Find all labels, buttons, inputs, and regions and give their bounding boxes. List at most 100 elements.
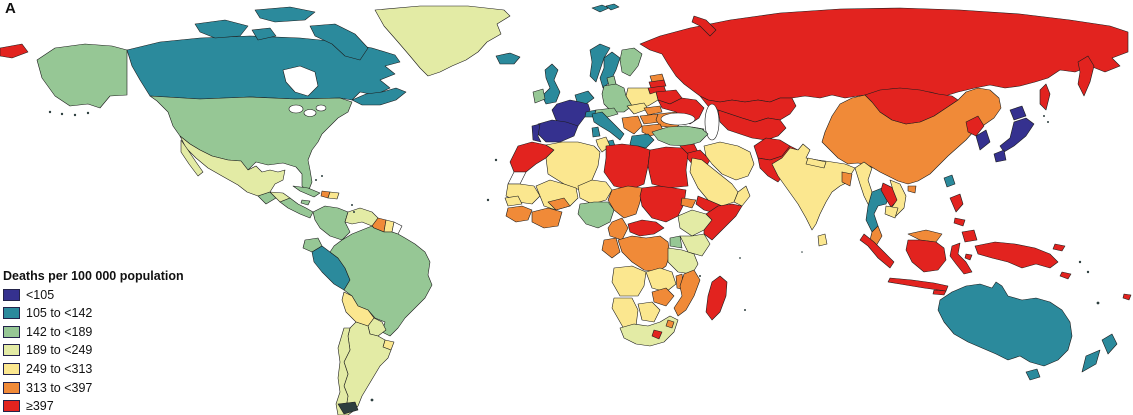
region-iran xyxy=(703,141,755,181)
region-france xyxy=(551,99,591,129)
region-sulawesi xyxy=(949,242,973,275)
region-congo-gabon xyxy=(601,237,621,259)
region-tasmania xyxy=(1025,368,1041,381)
region-zimbabwe xyxy=(651,287,675,307)
region-japan-hokkaido xyxy=(1009,105,1027,121)
caspian-sea xyxy=(704,103,720,141)
legend-row: 249 to <313 xyxy=(3,362,184,376)
legend-swatch-249-313 xyxy=(3,362,20,375)
region-eswatini xyxy=(665,319,675,329)
region-balkans xyxy=(621,115,643,135)
region-new-zealand-south xyxy=(1081,349,1101,373)
region-lesotho xyxy=(651,329,663,340)
region-malaysia-borneo xyxy=(907,229,943,243)
legend-swatch-142-189 xyxy=(3,325,20,338)
region-canada-arctic-3 xyxy=(251,27,277,41)
region-philippines-visayas xyxy=(953,217,966,227)
legend-swatch-313-397 xyxy=(3,381,20,394)
region-ivory-coast-ghana xyxy=(531,207,563,229)
region-finland xyxy=(619,47,643,77)
legend-row: ≥397 xyxy=(3,399,184,413)
panel-label: A xyxy=(5,0,16,17)
region-greenland xyxy=(374,5,511,77)
region-canada-arctic-1 xyxy=(194,19,249,39)
region-jamaica xyxy=(300,199,311,206)
region-nigeria xyxy=(577,201,615,229)
region-cambodia xyxy=(884,205,899,219)
region-png-islands-1 xyxy=(1052,243,1066,252)
region-spain xyxy=(537,119,579,143)
region-mongolia xyxy=(864,87,959,125)
region-iceland xyxy=(495,52,521,65)
region-cuba xyxy=(292,185,321,198)
region-philippines-mindanao xyxy=(961,229,978,243)
region-moluccas xyxy=(964,253,973,261)
legend-label: 249 to <313 xyxy=(26,361,93,376)
region-venezuela xyxy=(344,207,379,227)
great-lake-2 xyxy=(303,109,317,117)
legend-label: 313 to <397 xyxy=(26,380,93,395)
region-taiwan xyxy=(943,174,956,188)
region-uk xyxy=(541,63,561,105)
region-central-asia xyxy=(717,109,787,141)
legend-row: <105 xyxy=(3,288,184,302)
region-vietnam xyxy=(889,179,907,217)
great-lake-1 xyxy=(288,104,304,114)
region-benelux xyxy=(574,90,595,105)
legend-label: 189 to <249 xyxy=(26,343,93,358)
region-canada-maritimes xyxy=(351,87,407,106)
region-somalia xyxy=(703,203,743,241)
region-libya xyxy=(603,143,651,191)
region-brazil xyxy=(329,225,433,337)
region-mexico-baja xyxy=(180,139,204,177)
legend-swatch-189-249 xyxy=(3,344,20,357)
region-italy xyxy=(591,111,625,141)
region-mexico xyxy=(179,135,286,197)
region-australia xyxy=(937,281,1073,367)
great-lake-3 xyxy=(315,104,327,112)
region-burkina-faso xyxy=(547,197,571,211)
region-bangladesh xyxy=(841,171,853,187)
region-portugal xyxy=(531,123,542,143)
legend: Deaths per 100 000 population <105 105 t… xyxy=(3,269,184,413)
region-kalimantan xyxy=(905,239,947,273)
region-russia xyxy=(639,7,1129,103)
region-tanzania xyxy=(667,247,699,275)
hudson-bay xyxy=(282,65,319,97)
region-south-korea xyxy=(975,129,991,151)
region-egypt xyxy=(647,146,689,189)
small-island-specks xyxy=(48,110,1100,402)
region-png-islands-2 xyxy=(1059,271,1072,280)
region-novaya-zemlya xyxy=(691,15,717,37)
region-russia-west-fragment xyxy=(0,43,29,59)
region-sakhalin xyxy=(1039,83,1051,111)
region-uganda xyxy=(669,235,683,249)
region-new-guinea xyxy=(974,241,1059,269)
legend-label: <105 xyxy=(26,287,55,302)
region-guinea xyxy=(505,205,533,223)
region-alaska xyxy=(36,43,128,109)
region-svalbard-2 xyxy=(605,3,620,11)
legend-swatch-105-142 xyxy=(3,307,20,320)
region-central-african-republic xyxy=(627,219,665,237)
region-japan-kyushu xyxy=(993,149,1007,163)
region-canada-baffin xyxy=(309,23,369,61)
region-fiji xyxy=(1122,293,1132,301)
region-eritrea xyxy=(680,197,697,209)
legend-label: 142 to <189 xyxy=(26,324,93,339)
region-south-africa xyxy=(619,315,679,347)
region-java xyxy=(887,277,949,292)
region-sumatra xyxy=(859,233,895,269)
region-turkey xyxy=(651,125,709,147)
region-chad xyxy=(607,185,643,219)
legend-label: 105 to <142 xyxy=(26,306,93,321)
region-angola xyxy=(611,265,647,297)
region-mozambique xyxy=(673,269,701,317)
legend-row: 313 to <397 xyxy=(3,381,184,395)
region-madagascar xyxy=(705,275,728,321)
legend-row: 189 to <249 xyxy=(3,343,184,357)
region-dominican-republic xyxy=(327,191,340,200)
region-hainan xyxy=(907,185,917,194)
